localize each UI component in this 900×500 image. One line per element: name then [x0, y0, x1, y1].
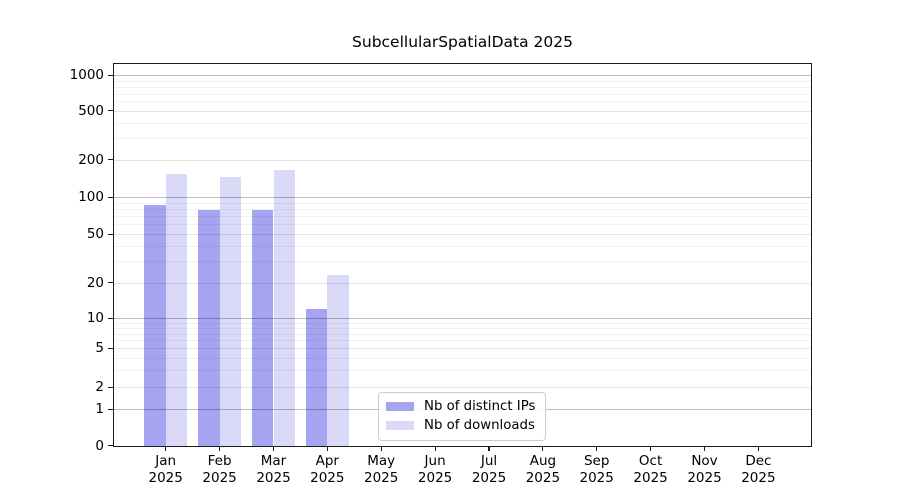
x-tick-mark — [703, 446, 706, 451]
y-tick-label: 0 — [95, 437, 104, 454]
x-tick-mark — [757, 446, 759, 451]
x-tick-label-mar: Mar 2025 — [256, 453, 291, 486]
x-tick-mark — [272, 446, 275, 451]
x-tick-label-sep: Sep 2025 — [579, 453, 614, 486]
chart-title: SubcellularSpatialData 2025 — [352, 33, 573, 51]
y-tick-mark — [108, 233, 113, 235]
y-tick-mark — [108, 317, 113, 319]
x-tick-mark — [596, 446, 598, 451]
y-tick-mark — [108, 386, 113, 388]
y-tick-label: 2 — [95, 379, 104, 395]
bar-feb-distinct-ips — [197, 209, 220, 446]
bar-jan-distinct-ips — [143, 204, 166, 446]
y-tick-label: 100 — [78, 189, 104, 206]
x-tick-mark — [542, 446, 544, 451]
y-tick-label: 1 — [95, 401, 104, 417]
legend-item-distinct-ips: Nb of distinct IPs — [386, 399, 536, 414]
legend-swatch-downloads-icon — [386, 420, 414, 431]
y-tick-label: 10 — [86, 310, 104, 326]
x-tick-label-aug: Aug 2025 — [525, 453, 561, 486]
legend-item-downloads: Nb of downloads — [386, 418, 536, 433]
plot-area: SubcellularSpatialData 2025 0 1 2 5 10 20 50 10… — [70, 33, 812, 486]
y-tick-mark — [108, 408, 113, 410]
y-tick-label: 50 — [86, 226, 104, 242]
x-tick-label-jan: Jan 2025 — [148, 453, 183, 486]
bar-apr-downloads — [327, 275, 350, 446]
x-tick-mark — [165, 446, 167, 451]
x-tick-mark — [219, 446, 221, 451]
y-axis: 0 1 2 5 10 20 50 100 200 500 1000 — [70, 64, 811, 453]
y-tick-mark — [108, 347, 113, 349]
y-tick-label: 1000 — [69, 67, 104, 84]
y-tick-mark — [108, 74, 113, 76]
x-tick-mark — [380, 446, 382, 451]
y-tick-mark — [108, 445, 113, 447]
legend: Nb of distinct IPs Nb of downloads — [378, 392, 546, 441]
x-tick-mark — [326, 446, 328, 451]
bars-layer — [114, 64, 811, 446]
x-tick-mark — [488, 446, 490, 451]
legend-label-downloads: Nb of downloads — [424, 418, 535, 433]
legend-label-distinct-ips: Nb of distinct IPs — [424, 399, 536, 414]
y-tick-label: 20 — [86, 274, 104, 291]
bar-feb-downloads — [219, 176, 242, 446]
legend-swatch-distinct-ips-icon — [386, 401, 414, 412]
x-tick-label-may: May 2025 — [364, 453, 399, 486]
y-tick-label: 200 — [78, 151, 104, 168]
x-tick-mark — [434, 446, 436, 451]
y-tick-label: 500 — [78, 102, 104, 119]
bar-apr-distinct-ips — [305, 308, 328, 446]
x-tick-label-jul: Jul 2025 — [471, 453, 507, 486]
bar-mar-downloads — [273, 170, 296, 446]
x-tick-mark — [650, 446, 652, 451]
x-tick-label-oct: Oct 2025 — [633, 453, 668, 486]
y-tick-mark — [108, 282, 113, 284]
y-tick-mark — [108, 196, 113, 198]
y-tick-mark — [108, 110, 113, 112]
x-tick-label-jun: Jun 2025 — [417, 453, 453, 486]
y-tick-label: 5 — [95, 340, 104, 357]
y-tick-mark — [108, 159, 113, 161]
x-tick-label-dec: Dec 2025 — [741, 453, 776, 486]
x-tick-label-apr: Apr 2025 — [310, 453, 345, 486]
x-tick-label-nov: Nov 2025 — [687, 453, 722, 486]
bar-mar-distinct-ips — [251, 209, 274, 446]
x-axis: Jan 2025 Feb 2025 Mar 2025 Apr 2025 May 2025… — [114, 64, 811, 486]
bar-jan-downloads — [165, 173, 188, 446]
x-tick-label-feb: Feb 2025 — [202, 453, 237, 486]
